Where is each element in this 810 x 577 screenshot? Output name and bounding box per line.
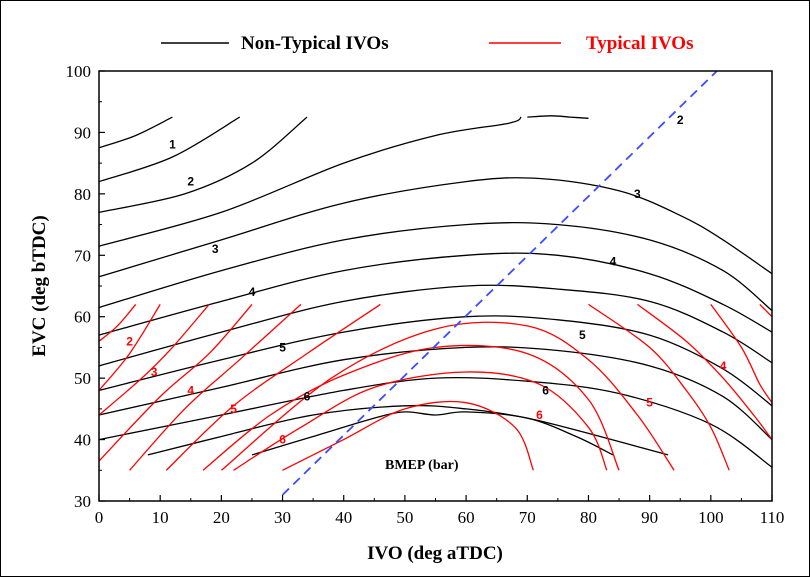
contour-label: 4 xyxy=(187,383,194,397)
contour-label: 3 xyxy=(151,365,158,379)
contour-label: 2 xyxy=(677,113,684,127)
contour-line-non-typical xyxy=(98,315,773,407)
x-tick-label: 60 xyxy=(458,508,475,527)
reference-dashed-line xyxy=(281,70,718,496)
contour-line-non-typical xyxy=(251,411,614,456)
contour-line-typical xyxy=(98,303,253,462)
x-tick-label: 90 xyxy=(641,508,658,527)
legend-label-typical: Typical IVOs xyxy=(586,33,693,54)
contour-line-non-typical xyxy=(98,116,241,183)
contour-line-typical xyxy=(202,344,620,471)
contour-line-typical xyxy=(98,303,210,416)
y-tick-label: 60 xyxy=(74,308,91,327)
y-tick-label: 100 xyxy=(66,62,92,81)
x-tick-label: 70 xyxy=(519,508,536,527)
contour-line-non-typical xyxy=(98,116,173,149)
contour-line-non-typical xyxy=(147,404,669,456)
x-axis-ticks: 0 10 20 30 40 50 60 70 80 90 100 110 xyxy=(95,495,785,527)
contour-line-typical xyxy=(759,303,773,318)
contour-line-non-typical xyxy=(98,177,773,278)
legend-label-non-typical: Non-Typical IVOs xyxy=(241,33,389,54)
contour-line-typical xyxy=(220,321,675,471)
contour-line-typical xyxy=(98,303,137,342)
x-tick-label: 50 xyxy=(396,508,413,527)
contour-label: 6 xyxy=(542,383,549,397)
x-tick-label: 20 xyxy=(213,508,230,527)
x-tick-label: 80 xyxy=(580,508,597,527)
contour-line-typical xyxy=(165,303,381,471)
x-tick-label: 100 xyxy=(698,508,724,527)
contour-line-typical xyxy=(588,303,730,471)
contour-line-typical xyxy=(637,303,773,440)
contour-label: 6 xyxy=(279,433,286,447)
contour-label: 4 xyxy=(249,285,256,299)
contour-label: 3 xyxy=(212,242,219,256)
y-axis-ticks: 30 40 50 60 70 80 90 100 xyxy=(66,62,105,511)
legend: Non-Typical IVOs Typical IVOs xyxy=(161,33,693,54)
x-tick-label: 30 xyxy=(274,508,291,527)
contour-label: 3 xyxy=(634,187,641,201)
contour-curves xyxy=(98,115,773,471)
contour-line-non-typical xyxy=(98,222,773,312)
contour-label: 5 xyxy=(230,402,237,416)
x-tick-label: 0 xyxy=(95,508,104,527)
contour-line-non-typical xyxy=(98,376,773,468)
y-tick-label: 30 xyxy=(74,492,91,511)
contour-line-typical xyxy=(129,303,302,471)
x-tick-label: 40 xyxy=(335,508,352,527)
contour-line-typical xyxy=(98,304,161,391)
contour-line-typical xyxy=(233,371,608,471)
contour-label: 2 xyxy=(187,175,194,189)
contour-label: 4 xyxy=(720,359,727,373)
contour-label: 4 xyxy=(610,254,617,268)
y-tick-label: 40 xyxy=(74,431,91,450)
y-tick-label: 70 xyxy=(74,246,91,265)
contour-label: 5 xyxy=(579,328,586,342)
contour-line-non-typical xyxy=(98,116,522,247)
contour-line-non-typical xyxy=(98,116,308,213)
contour-label: 1 xyxy=(169,138,176,152)
y-tick-label: 80 xyxy=(74,185,91,204)
y-tick-label: 90 xyxy=(74,123,91,142)
contour-line-typical xyxy=(710,304,773,404)
y-tick-label: 50 xyxy=(74,369,91,388)
contour-line-non-typical xyxy=(98,252,773,336)
contour-line-non-typical xyxy=(98,346,773,441)
contour-label: 5 xyxy=(279,340,286,354)
bmep-annotation: BMEP (bar) xyxy=(385,458,459,473)
x-tick-label: 110 xyxy=(760,508,785,527)
y-axis-title: EVC (deg bTDC) xyxy=(29,215,50,356)
contour-label: 6 xyxy=(536,408,543,422)
x-axis-title: IVO (deg aTDC) xyxy=(367,543,503,564)
contour-line-non-typical xyxy=(527,115,589,119)
contour-line-typical xyxy=(282,400,535,471)
contour-labels: 1 2 3 4 5 6 2 3 4 5 6 2 3 4 5 6 6 5 4 xyxy=(126,113,726,446)
x-tick-label: 10 xyxy=(152,508,169,527)
contour-label: 2 xyxy=(126,334,133,348)
contour-label: 6 xyxy=(304,390,311,404)
contour-label: 5 xyxy=(646,396,653,410)
contour-line-non-typical xyxy=(98,284,773,367)
